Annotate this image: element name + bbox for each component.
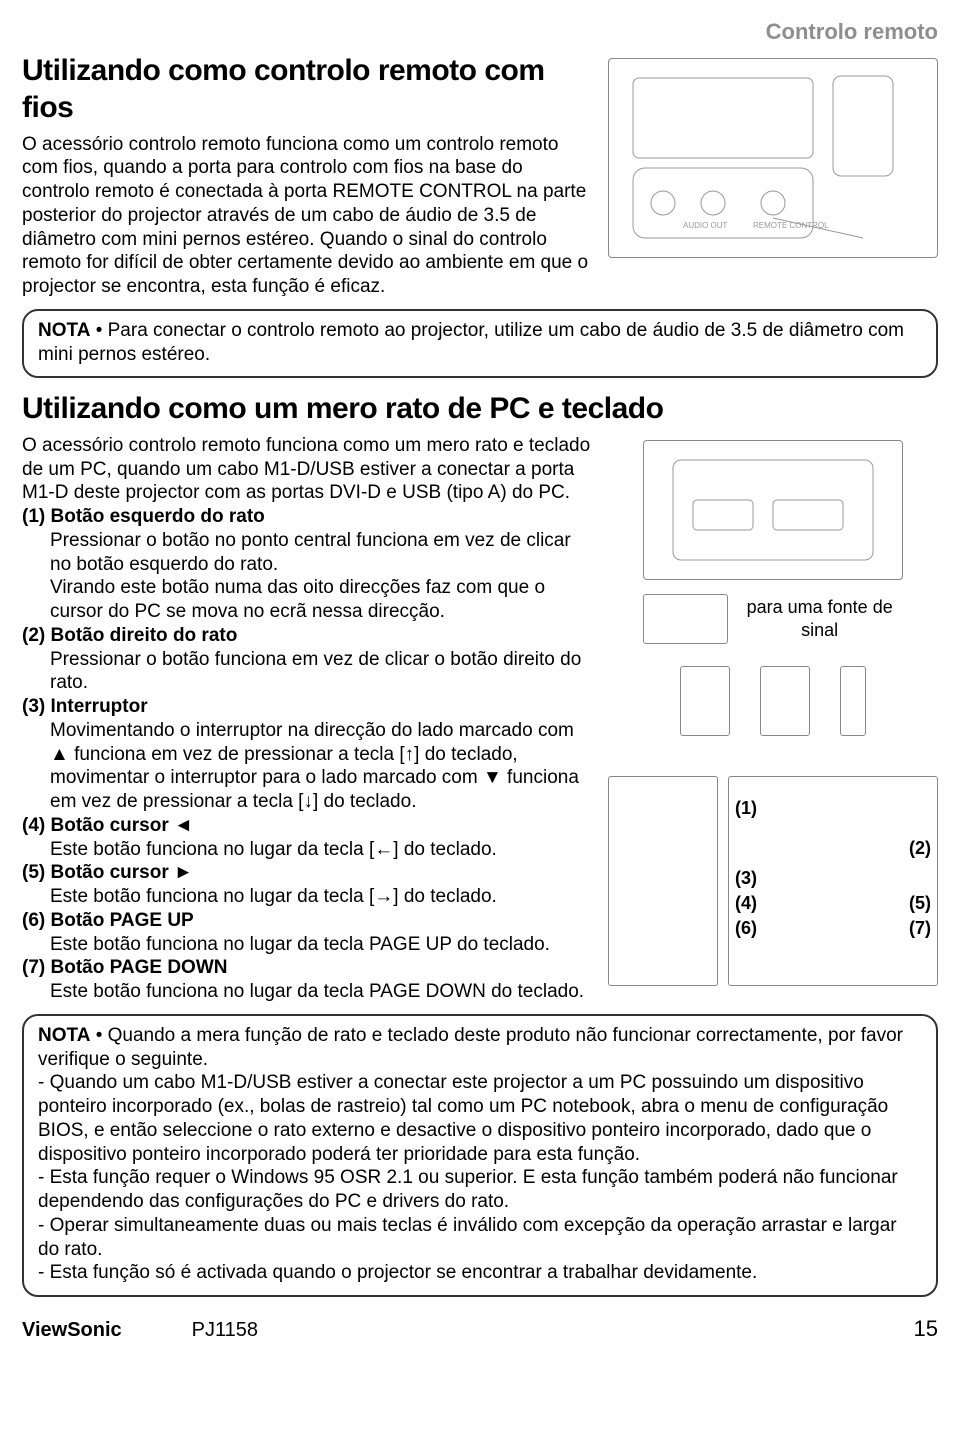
callout-5: (5) — [909, 892, 931, 915]
callout-1: (1) — [735, 797, 757, 820]
item-head-2: (2) Botão direito do rato — [22, 624, 592, 648]
note-box-1: NOTA • Para conectar o controlo remoto a… — [22, 309, 938, 379]
callout-4: (4) — [735, 892, 757, 915]
figure-remote-zoom-icon: (1) (2) (3) (4) (5) (6) (7) — [728, 776, 938, 986]
nota-label-1: NOTA — [38, 320, 90, 341]
item-head-5: (5) Botão cursor ► — [22, 861, 592, 885]
section-wired-remote: Utilizando como controlo remoto com fios… — [22, 52, 938, 299]
body-wired-remote: O acessório controlo remoto funciona com… — [22, 133, 592, 299]
callout-7: (7) — [909, 917, 931, 940]
connector-usb-icon — [840, 666, 866, 736]
port-dvi-icon — [643, 594, 728, 644]
item-1-line-2: Virando este botão numa das oito direcçõ… — [22, 576, 592, 624]
illustration-placeholder-icon: AUDIO OUT REMOTE CONTROL — [623, 68, 923, 248]
figure-remote-full-icon — [608, 776, 718, 986]
nota-label-2: NOTA — [38, 1025, 90, 1046]
heading-mouse-keyboard: Utilizando como um mero rato de PC e tec… — [22, 390, 938, 428]
section-mouse-keyboard: O acessório controlo remoto funciona com… — [22, 434, 938, 1004]
footer-page-number: 15 — [914, 1315, 938, 1343]
item-3-line-1: Movimentando o interruptor na direcção d… — [22, 719, 592, 814]
figure-caption-signal-source: para uma fonte de sinal — [736, 596, 903, 641]
item-7-line-1: Este botão funciona no lugar da tecla PA… — [22, 980, 592, 1004]
svg-text:AUDIO OUT: AUDIO OUT — [683, 221, 728, 230]
figure-projector-remote-connection: AUDIO OUT REMOTE CONTROL — [608, 58, 938, 258]
item-head-6: (6) Botão PAGE UP — [22, 909, 592, 933]
callout-3: (3) — [735, 867, 757, 890]
item-4-line-1: Este botão funciona no lugar da tecla [←… — [22, 838, 592, 862]
nota-text-1: • Para conectar o controlo remoto ao pro… — [38, 320, 904, 365]
svg-text:REMOTE CONTROL: REMOTE CONTROL — [753, 221, 829, 230]
note2-bullet-3: - Operar simultaneamente duas ou mais te… — [38, 1214, 922, 1262]
item-2-line-1: Pressionar o botão funciona em vez de cl… — [22, 648, 592, 696]
illustration-placeholder-icon — [653, 450, 893, 570]
item-5-line-1: Este botão funciona no lugar da tecla [→… — [22, 885, 592, 909]
note2-bullet-4: - Esta função só é activada quando o pro… — [38, 1261, 922, 1285]
figure-remote-detail: (1) (2) (3) (4) (5) (6) (7) — [608, 776, 938, 986]
callout-6: (6) — [735, 917, 757, 940]
page-footer: ViewSonic PJ1158 15 — [22, 1315, 938, 1343]
note2-bullet-2: - Esta função requer o Windows 95 OSR 2.… — [38, 1166, 922, 1214]
note2-bullet-1: - Quando um cabo M1-D/USB estiver a cone… — [38, 1071, 922, 1166]
figure-port-row: para uma fonte de sinal — [643, 584, 903, 654]
item-6-line-1: Este botão funciona no lugar da tecla PA… — [22, 933, 592, 957]
item-1-line-1: Pressionar o botão no ponto central func… — [22, 529, 592, 577]
footer-brand: ViewSonic — [22, 1318, 122, 1343]
intro-mouse-keyboard: O acessório controlo remoto funciona com… — [22, 434, 592, 505]
section-label: Controlo remoto — [22, 18, 938, 46]
footer-model: PJ1158 — [192, 1318, 914, 1343]
note-box-2: NOTA • Quando a mera função de rato e te… — [22, 1014, 938, 1297]
figure-projector-back — [643, 440, 903, 580]
figure-connectors — [643, 666, 903, 746]
connector-dvi-icon — [680, 666, 730, 736]
item-head-3: (3) Interruptor — [22, 695, 592, 719]
item-head-4: (4) Botão cursor ◄ — [22, 814, 592, 838]
callout-2: (2) — [909, 837, 931, 860]
item-head-1: (1) Botão esquerdo do rato — [22, 505, 592, 529]
item-head-7: (7) Botão PAGE DOWN — [22, 956, 592, 980]
connector-vga-icon — [760, 666, 810, 736]
nota-intro-2: • Quando a mera função de rato e teclado… — [38, 1025, 903, 1070]
heading-wired-remote: Utilizando como controlo remoto com fios — [22, 52, 592, 127]
